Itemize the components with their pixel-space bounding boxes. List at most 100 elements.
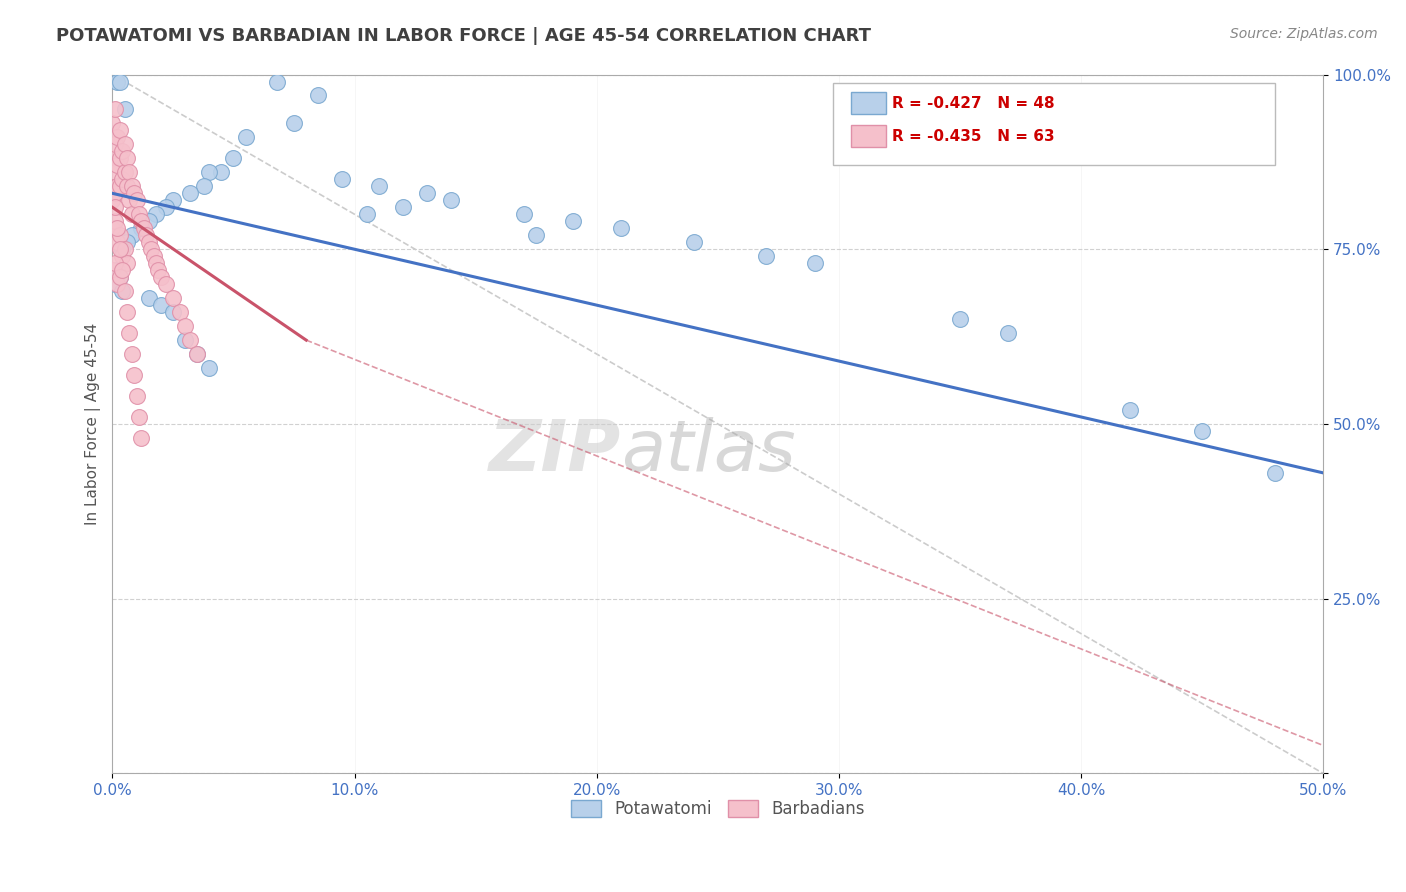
Point bbox=[135, 228, 157, 243]
FancyBboxPatch shape bbox=[832, 83, 1275, 165]
Point bbox=[997, 326, 1019, 340]
Point bbox=[440, 194, 463, 208]
Point bbox=[198, 165, 221, 179]
Point bbox=[115, 256, 138, 270]
Point bbox=[193, 179, 215, 194]
Point bbox=[111, 242, 134, 256]
Point bbox=[104, 137, 127, 152]
Point bbox=[101, 263, 124, 277]
Point bbox=[111, 172, 134, 186]
Point bbox=[121, 179, 143, 194]
Point bbox=[392, 200, 415, 214]
Point bbox=[162, 305, 184, 319]
Point bbox=[105, 130, 128, 145]
Point bbox=[1264, 466, 1286, 480]
Point bbox=[121, 207, 143, 221]
Point bbox=[108, 228, 131, 243]
Point bbox=[114, 103, 136, 117]
Point bbox=[105, 221, 128, 235]
Point bbox=[104, 165, 127, 179]
Point bbox=[121, 347, 143, 361]
Point bbox=[356, 207, 378, 221]
Point bbox=[111, 263, 134, 277]
Point bbox=[179, 333, 201, 347]
Point bbox=[114, 284, 136, 298]
Point bbox=[145, 207, 167, 221]
Point bbox=[111, 249, 134, 263]
Point bbox=[114, 165, 136, 179]
Point bbox=[561, 214, 583, 228]
Point bbox=[266, 74, 288, 88]
Point bbox=[222, 152, 245, 166]
Point bbox=[111, 145, 134, 159]
Point bbox=[131, 214, 153, 228]
Point bbox=[104, 256, 127, 270]
Point bbox=[307, 88, 329, 103]
Point bbox=[118, 194, 141, 208]
Point bbox=[142, 249, 165, 263]
Point bbox=[138, 235, 160, 250]
FancyBboxPatch shape bbox=[851, 125, 886, 147]
Point bbox=[101, 152, 124, 166]
Text: atlas: atlas bbox=[621, 417, 796, 486]
Point bbox=[416, 186, 439, 201]
Point bbox=[104, 277, 127, 292]
Point bbox=[138, 214, 160, 228]
Point bbox=[111, 284, 134, 298]
Point bbox=[104, 214, 127, 228]
Point bbox=[128, 409, 150, 424]
Point bbox=[105, 158, 128, 172]
Point bbox=[169, 305, 191, 319]
Point bbox=[108, 74, 131, 88]
Point bbox=[118, 165, 141, 179]
Point bbox=[108, 270, 131, 285]
Point bbox=[367, 179, 389, 194]
Point bbox=[115, 235, 138, 250]
Point bbox=[132, 221, 155, 235]
Point bbox=[131, 431, 153, 445]
Point bbox=[524, 228, 547, 243]
Point bbox=[122, 186, 145, 201]
Point bbox=[115, 152, 138, 166]
Point bbox=[332, 172, 354, 186]
Point bbox=[118, 326, 141, 340]
Point bbox=[108, 270, 131, 285]
Point bbox=[209, 165, 232, 179]
Point bbox=[105, 263, 128, 277]
Point bbox=[128, 207, 150, 221]
Text: R = -0.435   N = 63: R = -0.435 N = 63 bbox=[893, 128, 1054, 144]
Point bbox=[162, 194, 184, 208]
Point bbox=[174, 333, 197, 347]
Text: POTAWATOMI VS BARBADIAN IN LABOR FORCE | AGE 45-54 CORRELATION CHART: POTAWATOMI VS BARBADIAN IN LABOR FORCE |… bbox=[56, 27, 872, 45]
Point bbox=[141, 242, 163, 256]
Point bbox=[803, 256, 825, 270]
Point bbox=[105, 179, 128, 194]
Point bbox=[104, 103, 127, 117]
FancyBboxPatch shape bbox=[851, 92, 886, 114]
Point bbox=[108, 152, 131, 166]
Point bbox=[138, 291, 160, 305]
Point bbox=[179, 186, 201, 201]
Point bbox=[108, 242, 131, 256]
Point bbox=[114, 242, 136, 256]
Point bbox=[114, 137, 136, 152]
Point bbox=[682, 235, 704, 250]
Point bbox=[513, 207, 536, 221]
Point bbox=[186, 347, 208, 361]
Point bbox=[186, 347, 208, 361]
Point bbox=[104, 186, 127, 201]
Point bbox=[108, 123, 131, 137]
Point bbox=[115, 179, 138, 194]
Point bbox=[105, 277, 128, 292]
Point bbox=[108, 179, 131, 194]
Point bbox=[283, 116, 305, 130]
Point bbox=[125, 389, 148, 403]
Point bbox=[115, 305, 138, 319]
Point bbox=[949, 312, 972, 326]
Text: Source: ZipAtlas.com: Source: ZipAtlas.com bbox=[1230, 27, 1378, 41]
Point bbox=[610, 221, 633, 235]
Point bbox=[101, 221, 124, 235]
Point bbox=[105, 74, 128, 88]
Point bbox=[755, 249, 778, 263]
Text: R = -0.427   N = 48: R = -0.427 N = 48 bbox=[893, 95, 1054, 111]
